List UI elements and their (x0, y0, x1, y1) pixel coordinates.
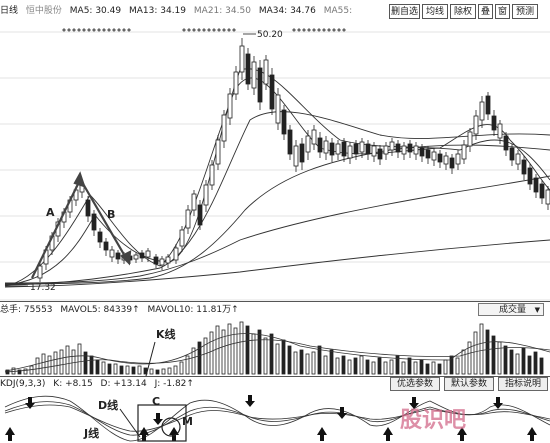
k-line-pointer (145, 341, 156, 376)
chevron-down-icon: ▼ (534, 306, 540, 314)
indicator-help-button[interactable]: 指标说明 (498, 377, 548, 391)
c-down-arrow-icon (153, 413, 163, 425)
annotation-a: A (46, 206, 55, 219)
period-label: 日线 (0, 6, 19, 16)
annotation-d-line: D线 (98, 398, 118, 412)
price-gridlines (0, 31, 550, 301)
ma-line-button[interactable]: 均线 (422, 4, 448, 19)
kdj-chart-svg: C M D线 J线 股识吧 (4, 395, 550, 442)
annotation-j-line: J线 (83, 426, 99, 440)
ex-right-button[interactable]: 除权 (450, 4, 476, 19)
annotation-k-line: K线 (156, 327, 176, 341)
total-hands: 总手: 75553 (0, 305, 53, 315)
volume-info-bar: 总手: 75553 MAVOL5: 84339↑ MAVOL10: 11.81万… (0, 304, 244, 316)
d-line-pointer (119, 408, 141, 438)
kdj-d-value: D: +13.14 (100, 379, 147, 389)
annotation-b: B (107, 208, 115, 221)
kdj-lines (4, 395, 550, 442)
low-price-label: 17.32 (30, 283, 56, 293)
volume-kdj-divider (0, 376, 550, 377)
annotation-c: C (152, 395, 160, 408)
ma-info-bar: 日线 恒中股份 MA5: 30.49 MA13: 34.19 MA21: 34.… (0, 5, 357, 17)
kdj-title: KDJ(9,3,3) (0, 379, 46, 389)
overlay-button[interactable]: 叠 (478, 4, 493, 19)
indicator-selector-value: 成交量 (499, 305, 527, 315)
annotation-c-box (137, 404, 187, 442)
kdj-j-value: J: -1.82↑ (154, 379, 194, 389)
price-volume-divider (0, 301, 550, 302)
candlesticks (37, 38, 550, 282)
indicator-selector[interactable]: 成交量 ▼ (478, 303, 544, 316)
stock-name: 恒中股份 (25, 6, 62, 16)
ma13-value: MA13: 34.19 (128, 6, 187, 16)
window-button[interactable]: 窗 (495, 4, 510, 19)
trend-annotation-arrows (31, 171, 132, 279)
volume-bars (5, 321, 544, 375)
mavol5-value: MAVOL5: 84339↑ (60, 305, 140, 315)
ma21-value: MA21: 34.50 (193, 6, 251, 16)
kdj-k-value: K: +8.15 (53, 379, 93, 389)
optimize-params-button[interactable]: 优选参数 (390, 377, 440, 391)
watermark-text: 股识吧 (400, 408, 466, 433)
volume-ma-lines (4, 333, 550, 373)
volume-chart-svg: K线 (4, 321, 550, 376)
ma34-value: MA34: 34.76 (258, 6, 316, 16)
high-price-label: 50.20 (257, 30, 283, 40)
ma5-value: MA5: 30.49 (69, 6, 122, 16)
event-markers (62, 28, 346, 32)
mavol10-value: MAVOL10: 11.81万↑ (147, 305, 239, 315)
delete-watchlist-button[interactable]: 删自选 (389, 4, 420, 19)
annotation-m: M (182, 415, 193, 428)
kdj-info-bar: KDJ(9,3,3) K: +8.15 D: +13.14 J: -1.82↑ (0, 378, 199, 390)
signal-arrows (5, 395, 537, 441)
forecast-button[interactable]: 预测 (512, 4, 538, 19)
annotation-m-circle (161, 417, 181, 437)
default-params-button[interactable]: 默认参数 (444, 377, 494, 391)
ma55-value: MA55: (323, 6, 353, 16)
